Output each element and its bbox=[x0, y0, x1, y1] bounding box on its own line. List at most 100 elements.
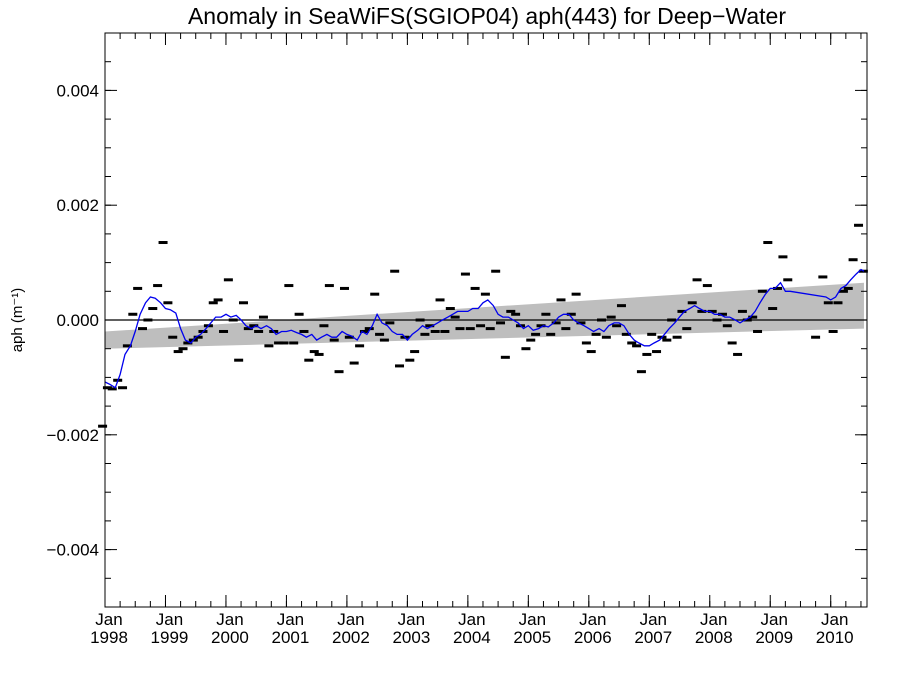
monthly-anomaly-marker bbox=[733, 352, 743, 356]
monthly-anomaly-marker bbox=[425, 324, 435, 328]
y-tick-label: −0.004 bbox=[47, 541, 99, 560]
monthly-anomaly-marker bbox=[370, 292, 380, 296]
monthly-anomaly-marker bbox=[612, 324, 622, 328]
monthly-anomaly-marker bbox=[228, 318, 238, 322]
y-axis-ticks: 0.004 0.002 0.000 −0.002 −0.004 bbox=[47, 32, 867, 608]
monthly-anomaly-marker bbox=[274, 341, 284, 345]
x-tick-year-label: 2009 bbox=[755, 628, 793, 647]
monthly-anomaly-marker bbox=[541, 312, 551, 316]
monthly-anomaly-marker bbox=[460, 272, 470, 276]
monthly-anomaly-marker bbox=[687, 301, 697, 305]
monthly-anomaly-marker bbox=[854, 223, 864, 227]
monthly-anomaly-marker bbox=[304, 358, 314, 362]
y-tick-label: −0.002 bbox=[47, 426, 99, 445]
monthly-anomaly-marker bbox=[642, 352, 652, 356]
monthly-anomaly-marker bbox=[546, 332, 556, 336]
monthly-anomaly-marker bbox=[208, 301, 218, 305]
monthly-anomaly-marker bbox=[677, 309, 687, 313]
monthly-anomaly-marker bbox=[465, 327, 475, 331]
monthly-anomaly-marker bbox=[355, 344, 365, 348]
monthly-anomaly-marker bbox=[219, 329, 229, 333]
x-axis-ticks: Jan1998Jan1999Jan2000Jan2001Jan2002Jan20… bbox=[90, 33, 862, 647]
monthly-anomaly-marker bbox=[647, 332, 657, 336]
monthly-anomaly-marker bbox=[178, 347, 188, 351]
monthly-anomaly-marker bbox=[415, 318, 425, 322]
monthly-anomaly-marker bbox=[742, 318, 752, 322]
monthly-anomaly-marker bbox=[264, 344, 274, 348]
monthly-anomaly-marker bbox=[379, 338, 389, 342]
monthly-anomaly-marker bbox=[279, 341, 289, 345]
running-mean-layer bbox=[104, 268, 865, 389]
monthly-anomaly-marker bbox=[621, 332, 631, 336]
monthly-anomaly-marker bbox=[485, 327, 495, 331]
x-tick-year-label: 2003 bbox=[392, 628, 430, 647]
monthly-anomaly-marker bbox=[748, 315, 758, 319]
monthly-anomaly-marker bbox=[143, 318, 153, 322]
monthly-anomaly-marker bbox=[692, 278, 702, 282]
y-tick-label: 0.000 bbox=[56, 311, 99, 330]
monthly-anomaly-marker bbox=[118, 386, 128, 390]
monthly-anomaly-marker bbox=[339, 286, 349, 290]
monthly-anomaly-marker bbox=[294, 312, 304, 316]
monthly-anomaly-marker bbox=[430, 329, 440, 333]
monthly-anomaly-marker bbox=[833, 301, 843, 305]
x-tick-month-label: Jan bbox=[458, 610, 485, 629]
monthly-anomaly-marker bbox=[772, 286, 782, 290]
monthly-anomaly-marker bbox=[722, 324, 732, 328]
monthly-anomaly-marker bbox=[697, 309, 707, 313]
x-tick-month-label: Jan bbox=[640, 610, 667, 629]
monthly-anomaly-marker bbox=[470, 286, 480, 290]
monthly-anomaly-marker bbox=[848, 258, 858, 262]
monthly-anomaly-marker bbox=[763, 241, 773, 245]
monthly-anomaly-marker bbox=[137, 327, 147, 331]
x-tick-month-label: Jan bbox=[337, 610, 364, 629]
monthly-anomaly-marker bbox=[737, 309, 747, 313]
monthly-anomaly-marker bbox=[838, 289, 848, 293]
monthly-anomaly-marker bbox=[667, 318, 677, 322]
monthly-anomaly-marker bbox=[717, 312, 727, 316]
monthly-anomaly-marker bbox=[133, 286, 143, 290]
monthly-anomaly-marker bbox=[249, 324, 259, 328]
monthly-anomaly-marker bbox=[576, 321, 586, 325]
monthly-anomaly-marker bbox=[324, 284, 334, 288]
x-tick-month-label: Jan bbox=[700, 610, 727, 629]
monthly-anomaly-marker bbox=[707, 309, 717, 313]
x-tick-year-label: 1999 bbox=[151, 628, 189, 647]
monthly-anomaly-marker bbox=[662, 338, 672, 342]
monthly-anomaly-marker bbox=[359, 329, 369, 333]
monthly-anomaly-marker bbox=[349, 361, 359, 365]
monthly-anomaly-marker bbox=[445, 307, 455, 311]
monthly-anomaly-marker bbox=[727, 341, 737, 345]
x-tick-year-label: 2004 bbox=[453, 628, 491, 647]
monthly-anomaly-marker bbox=[581, 341, 591, 345]
monthly-anomaly-marker bbox=[496, 321, 506, 325]
monthly-anomaly-marker bbox=[632, 344, 642, 348]
monthly-anomaly-marker bbox=[586, 350, 596, 354]
monthly-anomaly-marker bbox=[319, 324, 329, 328]
monthly-anomaly-marker bbox=[390, 269, 400, 273]
monthly-anomaly-marker bbox=[536, 324, 546, 328]
monthly-anomaly-marker bbox=[213, 298, 223, 302]
x-tick-month-label: Jan bbox=[579, 610, 606, 629]
monthly-anomaly-marker bbox=[329, 338, 339, 342]
monthly-anomaly-marker bbox=[811, 335, 821, 339]
x-tick-year-label: 2008 bbox=[695, 628, 733, 647]
monthly-anomaly-marker bbox=[385, 321, 395, 325]
monthly-anomaly-marker bbox=[405, 358, 415, 362]
monthly-anomaly-marker bbox=[561, 327, 571, 331]
x-tick-year-label: 2002 bbox=[332, 628, 370, 647]
monthly-anomaly-marker bbox=[455, 327, 465, 331]
monthly-anomaly-marker bbox=[168, 335, 178, 339]
x-tick-month-label: Jan bbox=[216, 610, 243, 629]
monthly-anomaly-marker bbox=[420, 332, 430, 336]
x-tick-month-label: Jan bbox=[95, 610, 122, 629]
x-tick-year-label: 1998 bbox=[90, 628, 128, 647]
monthly-anomaly-marker bbox=[551, 321, 561, 325]
monthly-anomaly-marker bbox=[410, 350, 420, 354]
monthly-anomaly-marker bbox=[309, 350, 319, 354]
monthly-anomaly-marker bbox=[364, 327, 374, 331]
x-tick-month-label: Jan bbox=[156, 610, 183, 629]
monthly-anomaly-marker bbox=[682, 327, 692, 331]
chart-title: Anomaly in SeaWiFS(SGIOP04) aph(443) for… bbox=[188, 3, 786, 29]
monthly-anomaly-marker bbox=[672, 335, 682, 339]
